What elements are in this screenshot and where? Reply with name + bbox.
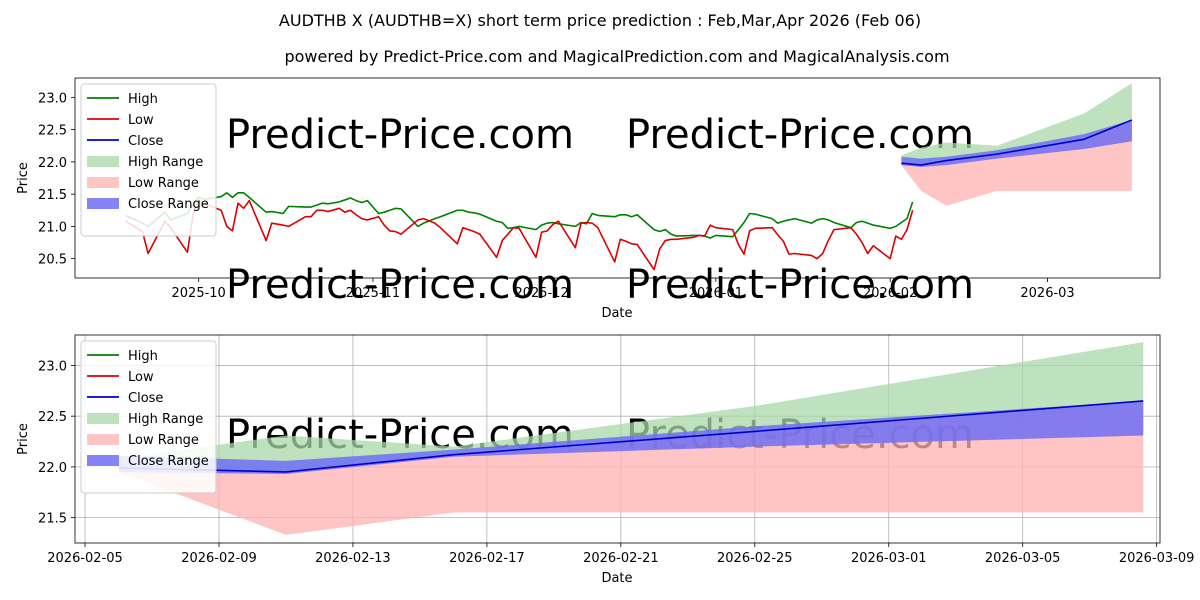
price-history-panel: Predict-Price.com Predict-Price.com Predic… xyxy=(16,77,1161,321)
legend-label-close: Close xyxy=(128,391,163,406)
legend-swatch-high-range xyxy=(87,156,119,167)
watermark-text: Predict-Price.com xyxy=(226,112,574,158)
y-tick-label: 21.5 xyxy=(38,512,67,527)
legend-swatch-close-range xyxy=(87,455,119,466)
x-tick-label: 2026-02-05 xyxy=(47,551,123,566)
legend-swatch-close-range xyxy=(87,198,119,209)
close-range-band xyxy=(901,119,1132,168)
bottom-plot-frame xyxy=(74,334,1161,544)
bottom-x-axis-label: Date xyxy=(601,571,632,586)
y-tick-label: 22.0 xyxy=(38,461,67,476)
y-tick-label: 22.5 xyxy=(38,124,67,139)
legend-label-low: Low xyxy=(128,370,154,385)
low-price-line xyxy=(125,199,914,271)
legend-label-low: Low xyxy=(128,113,154,128)
legend-label-close-range: Close Range xyxy=(128,197,209,212)
x-tick-label: 2026-02-17 xyxy=(449,551,525,566)
y-tick-label: 22.0 xyxy=(38,156,67,171)
legend-label-close-range: Close Range xyxy=(128,454,209,469)
y-tick-label: 20.5 xyxy=(38,253,67,268)
legend-swatch-high-range xyxy=(87,413,119,424)
x-tick-label: 2025-10 xyxy=(172,286,226,301)
close-price-line xyxy=(901,119,1133,166)
watermark-text: Predict-Price.com xyxy=(626,262,974,308)
top-y-axis-label: Price xyxy=(16,162,31,194)
legend-label-high: High xyxy=(128,349,158,364)
x-tick-label: 2025-12 xyxy=(514,286,568,301)
y-tick-label: 22.5 xyxy=(38,410,67,425)
top-x-axis-label: Date xyxy=(601,306,632,321)
close-price-line xyxy=(118,400,1144,473)
legend-swatch-low-range xyxy=(87,434,119,445)
top-plot-frame xyxy=(74,77,1161,279)
y-tick-label: 21.0 xyxy=(38,220,67,235)
y-tick-label: 23.0 xyxy=(38,91,67,106)
legend-label-high-range: High Range xyxy=(128,155,203,170)
x-tick-label: 2026-03-01 xyxy=(851,551,927,566)
chart-subtitle: powered by Predict-Price.com and Magical… xyxy=(284,47,949,66)
legend-label-close: Close xyxy=(128,134,163,149)
x-tick-label: 2026-01 xyxy=(689,286,743,301)
x-tick-label: 2026-03-09 xyxy=(1119,551,1195,566)
high-range-band xyxy=(901,83,1132,166)
x-tick-label: 2026-02-25 xyxy=(717,551,793,566)
x-tick-label: 2026-03-05 xyxy=(985,551,1061,566)
x-tick-label: 2026-02-09 xyxy=(181,551,257,566)
watermark-text: Predict-Price.com xyxy=(226,262,574,308)
chart-title: AUDTHB X (AUDTHB=X) short term price pre… xyxy=(279,11,921,30)
legend-label-low-range: Low Range xyxy=(128,176,199,191)
y-tick-label: 23.0 xyxy=(38,359,67,374)
legend-label-low-range: Low Range xyxy=(128,433,199,448)
x-tick-label: 2026-03 xyxy=(1020,286,1074,301)
x-tick-label: 2026-02-13 xyxy=(315,551,391,566)
x-tick-label: 2026-02 xyxy=(863,286,917,301)
bottom-y-axis-label: Price xyxy=(16,423,31,455)
legend-swatch-low-range xyxy=(87,177,119,188)
close-range-band xyxy=(118,400,1144,475)
legend-label-high-range: High Range xyxy=(128,412,203,427)
y-tick-label: 21.5 xyxy=(38,188,67,203)
legend-label-high: High xyxy=(128,92,158,107)
x-tick-label: 2026-02-21 xyxy=(583,551,659,566)
high-price-line xyxy=(125,192,914,239)
x-tick-label: 2025-11 xyxy=(346,286,400,301)
